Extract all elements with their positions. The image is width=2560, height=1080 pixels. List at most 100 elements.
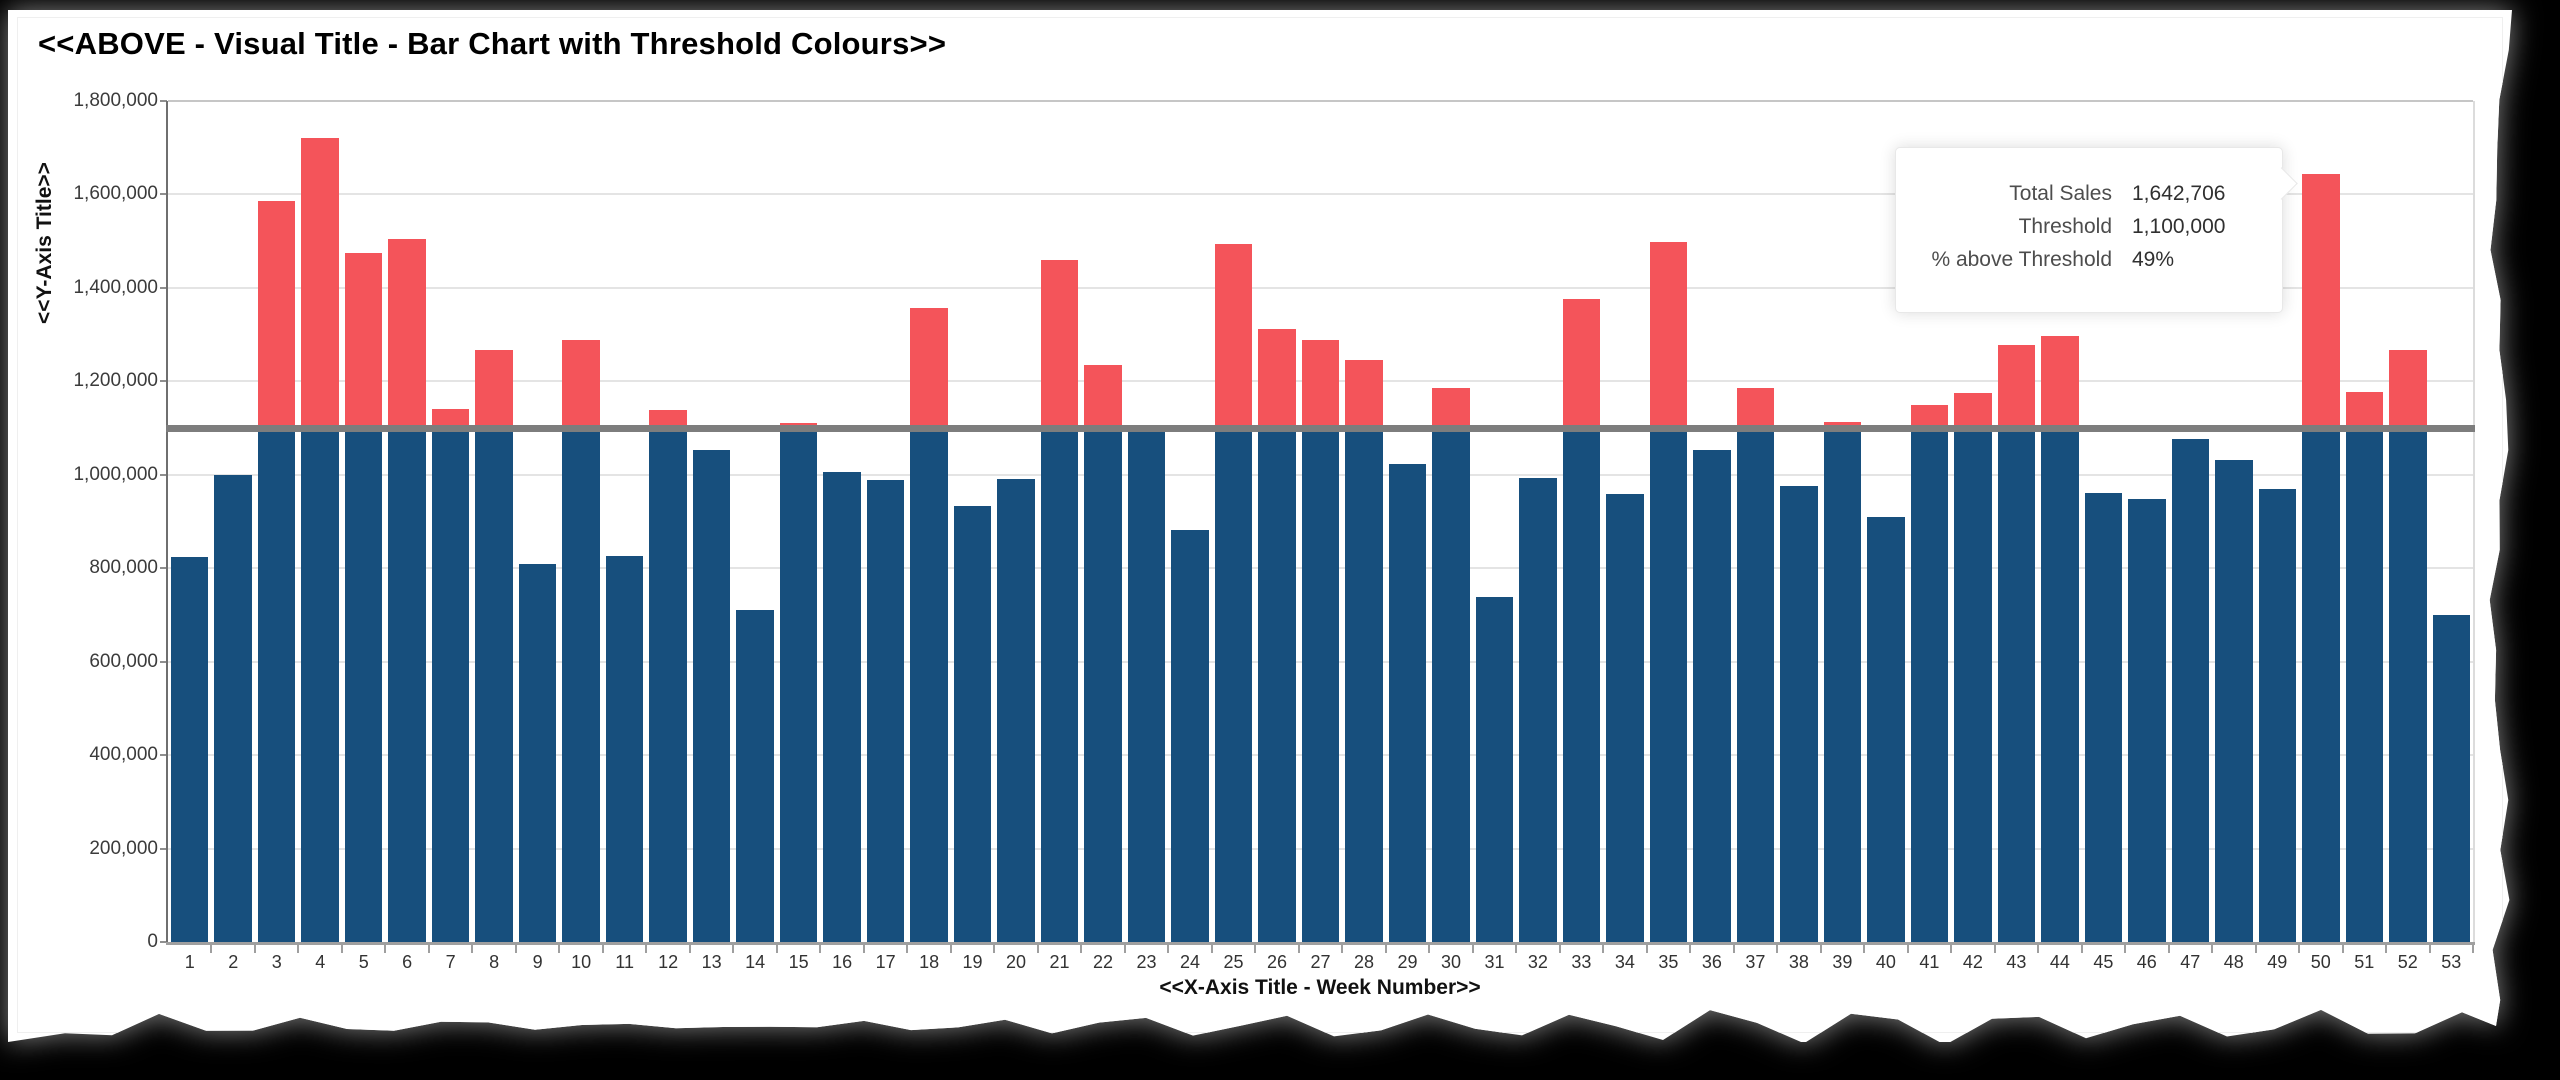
bar-week-49-below[interactable] bbox=[2258, 489, 2297, 942]
bar-week-50-below[interactable] bbox=[2302, 428, 2340, 942]
bar-week-48-below[interactable] bbox=[2215, 460, 2253, 942]
bar-week-30-above[interactable] bbox=[1432, 387, 1470, 429]
tooltip-value: 49% bbox=[2132, 248, 2175, 271]
bar-week-4-below[interactable] bbox=[301, 428, 339, 942]
bar-week-6-below[interactable] bbox=[388, 428, 426, 942]
bar-week-45-below[interactable] bbox=[2084, 492, 2123, 942]
bar-week-15-below[interactable] bbox=[779, 428, 818, 942]
bar-week-34-below[interactable] bbox=[1606, 494, 1644, 942]
bar-week-10-above[interactable] bbox=[562, 339, 600, 429]
x-axis-tick bbox=[601, 945, 604, 953]
bar-week-10-below[interactable] bbox=[562, 428, 600, 942]
bar-week-29-below[interactable] bbox=[1388, 464, 1427, 942]
bar-week-46-below[interactable] bbox=[2128, 498, 2166, 942]
bar-week-43-below[interactable] bbox=[1997, 428, 2036, 942]
tooltip-row: Threshold 1,100,000 bbox=[1896, 215, 2260, 248]
bar-week-41-below[interactable] bbox=[1910, 428, 1949, 942]
bar-week-47-below[interactable] bbox=[2171, 439, 2210, 942]
bar-week-14-below[interactable] bbox=[736, 610, 774, 942]
bar-week-8-above[interactable] bbox=[475, 350, 513, 429]
bar-week-41-above[interactable] bbox=[1910, 404, 1949, 429]
bar-week-22-above[interactable] bbox=[1084, 365, 1122, 429]
tooltip: Total Sales 1,642,706 Threshold 1,100,00… bbox=[1895, 147, 2298, 313]
bar-week-21-above[interactable] bbox=[1040, 260, 1079, 429]
bar-week-12-below[interactable] bbox=[649, 428, 687, 942]
bar-week-8-below[interactable] bbox=[475, 428, 513, 942]
x-axis-tick bbox=[1689, 945, 1692, 953]
bar-week-7-below[interactable] bbox=[431, 428, 470, 942]
bar-week-24-below[interactable] bbox=[1171, 530, 1209, 942]
bar-week-51-below[interactable] bbox=[2345, 428, 2383, 942]
x-axis-tick bbox=[210, 945, 213, 953]
bar-week-37-below[interactable] bbox=[1736, 428, 1775, 942]
bar-week-16-below[interactable] bbox=[823, 471, 861, 942]
bar-week-7-above[interactable] bbox=[431, 408, 470, 429]
bar-week-25-below[interactable] bbox=[1214, 428, 1253, 942]
bar-week-5-above[interactable] bbox=[344, 252, 383, 429]
bar-week-18-above[interactable] bbox=[910, 308, 948, 429]
bar-week-28-below[interactable] bbox=[1345, 428, 1383, 942]
x-axis-tick bbox=[1515, 945, 1518, 953]
bar-week-25-above[interactable] bbox=[1214, 243, 1253, 429]
bar-week-20-below[interactable] bbox=[997, 478, 1035, 942]
y-axis-line bbox=[166, 101, 168, 942]
x-axis-tick bbox=[2037, 945, 2040, 953]
bar-week-26-below[interactable] bbox=[1258, 428, 1296, 942]
bar-week-2-below[interactable] bbox=[214, 474, 252, 942]
bar-week-28-above[interactable] bbox=[1345, 359, 1383, 429]
bar-week-6-above[interactable] bbox=[388, 238, 426, 429]
bar-week-43-above[interactable] bbox=[1997, 345, 2036, 429]
x-tick-label: 48 bbox=[2223, 952, 2244, 972]
bar-week-3-above[interactable] bbox=[257, 200, 296, 429]
bar-week-50-above[interactable] bbox=[2302, 174, 2340, 429]
bar-week-11-below[interactable] bbox=[605, 555, 644, 942]
bar-week-33-above[interactable] bbox=[1562, 298, 1601, 429]
bar-week-35-below[interactable] bbox=[1649, 428, 1688, 942]
y-tick-label: 200,000 bbox=[89, 837, 158, 859]
bar-week-51-above[interactable] bbox=[2345, 392, 2383, 429]
bar-week-9-below[interactable] bbox=[518, 563, 557, 942]
plot-frame-right bbox=[2473, 101, 2475, 942]
bar-week-19-below[interactable] bbox=[953, 505, 992, 942]
bar-week-33-below[interactable] bbox=[1562, 428, 1601, 942]
bar-week-23-below[interactable] bbox=[1127, 429, 1166, 942]
x-axis-tick bbox=[993, 945, 996, 953]
bar-week-39-above[interactable] bbox=[1823, 421, 1862, 429]
bar-week-37-above[interactable] bbox=[1736, 387, 1775, 429]
bar-week-31-below[interactable] bbox=[1475, 597, 1514, 942]
bar-week-53-below[interactable] bbox=[2432, 614, 2470, 942]
bar-week-26-above[interactable] bbox=[1258, 328, 1296, 429]
chart-area: <<ABOVE - Visual Title - Bar Chart with … bbox=[8, 10, 2512, 1042]
bar-week-18-below[interactable] bbox=[910, 428, 948, 942]
bar-week-17-below[interactable] bbox=[866, 480, 905, 942]
bar-week-13-below[interactable] bbox=[692, 450, 731, 942]
x-axis-tick bbox=[558, 945, 561, 953]
bar-week-27-above[interactable] bbox=[1301, 340, 1340, 429]
bar-week-38-below[interactable] bbox=[1780, 486, 1818, 942]
tooltip-label: Threshold bbox=[2018, 215, 2112, 238]
bar-week-42-above[interactable] bbox=[1954, 393, 1992, 429]
bar-week-52-above[interactable] bbox=[2389, 350, 2427, 429]
bar-week-32-below[interactable] bbox=[1519, 477, 1557, 942]
bar-week-4-above[interactable] bbox=[301, 137, 339, 429]
x-tick-label: 16 bbox=[832, 952, 853, 972]
visual-title: <<ABOVE - Visual Title - Bar Chart with … bbox=[38, 26, 947, 61]
y-axis-tick bbox=[160, 193, 167, 196]
bar-week-44-below[interactable] bbox=[2041, 428, 2079, 942]
bar-week-1-below[interactable] bbox=[171, 556, 209, 942]
bar-week-40-below[interactable] bbox=[1867, 517, 1905, 942]
bar-week-42-below[interactable] bbox=[1954, 428, 1992, 942]
bar-week-52-below[interactable] bbox=[2389, 428, 2427, 942]
bar-week-35-above[interactable] bbox=[1649, 242, 1688, 429]
bar-week-21-below[interactable] bbox=[1040, 428, 1079, 942]
bar-week-39-below[interactable] bbox=[1823, 428, 1862, 942]
bar-week-5-below[interactable] bbox=[344, 428, 383, 942]
bar-week-44-above[interactable] bbox=[2041, 336, 2079, 429]
bar-week-27-below[interactable] bbox=[1301, 428, 1340, 942]
bar-week-30-below[interactable] bbox=[1432, 428, 1470, 942]
bar-week-3-below[interactable] bbox=[257, 428, 296, 942]
y-tick-label: 800,000 bbox=[89, 557, 158, 579]
bar-week-22-below[interactable] bbox=[1084, 428, 1122, 942]
bar-week-12-above[interactable] bbox=[649, 410, 687, 429]
bar-week-36-below[interactable] bbox=[1693, 450, 1731, 942]
